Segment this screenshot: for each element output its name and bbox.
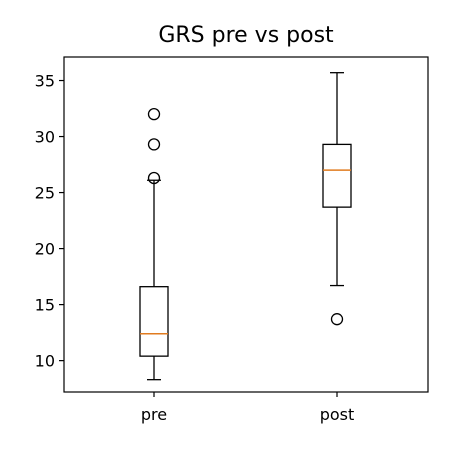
y-tick-label: 20	[35, 240, 55, 259]
plot-area: 10 15 20 25 30 35 pre post	[35, 57, 428, 424]
y-tick-label: 30	[35, 128, 55, 147]
axes-frame	[64, 57, 428, 392]
x-tick-label-pre: pre	[141, 405, 167, 424]
y-tick-label: 10	[35, 352, 55, 371]
pre-outlier	[149, 139, 160, 150]
post-outlier	[332, 314, 343, 325]
post-box	[323, 144, 351, 207]
pre-outlier	[149, 109, 160, 120]
y-tick-label: 15	[35, 296, 55, 315]
y-tick-label: 35	[35, 72, 55, 91]
pre-box	[140, 287, 168, 356]
x-tick-label-post: post	[320, 405, 355, 424]
y-tick-label: 25	[35, 184, 55, 203]
chart-title: GRS pre vs post	[158, 23, 334, 48]
